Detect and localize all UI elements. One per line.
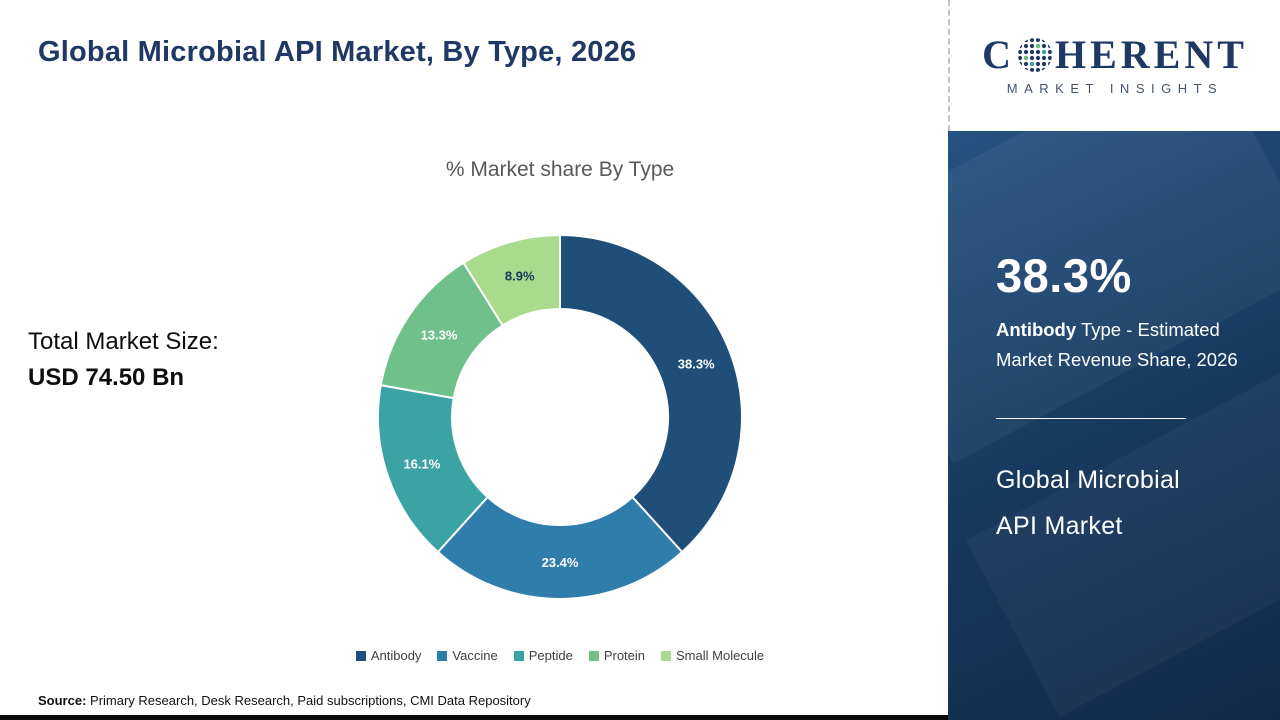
legend-item-protein[interactable]: Protein (588, 648, 646, 663)
legend-swatch (437, 650, 448, 661)
legend-swatch (588, 650, 599, 661)
segment-label-vaccine: 23.4% (542, 555, 579, 570)
legend-item-antibody[interactable]: Antibody (355, 648, 422, 663)
market-name-line2: API Market (996, 512, 1123, 541)
segment-label-small-molecule: 8.9% (505, 269, 535, 284)
source-note: Source: Primary Research, Desk Research,… (38, 693, 531, 708)
legend-item-peptide[interactable]: Peptide (513, 648, 573, 663)
donut-chart: 38.3% 23.4% 16.1% 13.3% 8.9% (377, 233, 743, 600)
market-name: Global Microbial API Market (996, 457, 1240, 550)
panel-divider (996, 418, 1186, 420)
legend-item-small-molecule[interactable]: Small Molecule (661, 648, 764, 663)
logo-globe-icon (1017, 38, 1052, 72)
legend-item-vaccine[interactable]: Vaccine (437, 648, 498, 663)
segment-label-protein: 13.3% (421, 327, 458, 342)
total-market-value: USD 74.50 Bn (28, 364, 185, 391)
bottom-bar (0, 715, 948, 720)
donut-segment-small-molecule[interactable] (462, 233, 561, 327)
chart-legend: Antibody Vaccine Peptide Protein Small Molec… (320, 648, 800, 663)
highlight-description: Antibody Type - Estimated Market Revenue… (996, 315, 1240, 374)
legend-label: Protein (603, 648, 646, 663)
logo-wordmark: C HERENT (982, 35, 1248, 75)
legend-swatch (513, 650, 524, 661)
total-market-size: Total Market Size: USD 74.50 Bn (28, 328, 219, 392)
legend-label: Peptide (528, 648, 573, 663)
legend-swatch (355, 650, 366, 661)
main-area: Global Microbial API Market, By Type, 20… (0, 36, 948, 720)
source-label: Source: (38, 693, 87, 708)
logo-letters-rest: HERENT (1054, 32, 1248, 77)
chart-title: % Market share By Type (445, 158, 675, 181)
panel-content: 38.3% Antibody Type - Estimated Market R… (948, 130, 1280, 550)
segment-label-peptide: 16.1% (403, 456, 440, 471)
highlight-value: 38.3% (996, 249, 1132, 302)
legend-label: Antibody (370, 648, 422, 663)
source-text: Primary Research, Desk Research, Paid su… (86, 693, 531, 708)
donut-segment-vaccine[interactable] (436, 495, 684, 600)
page-title: Global Microbial API Market, By Type, 20… (38, 36, 637, 68)
total-market-label: Total Market Size: (28, 328, 219, 355)
logo-subtext: MARKET INSIGHTS (1006, 81, 1224, 96)
highlight-category: Antibody (996, 319, 1077, 340)
legend-label: Vaccine (452, 648, 498, 663)
legend-label: Small Molecule (676, 648, 765, 663)
donut-segment-antibody[interactable] (559, 233, 743, 554)
market-name-line1: Global Microbial (996, 466, 1181, 495)
segment-label-antibody: 38.3% (678, 357, 715, 372)
highlight-rest: Type - Estimated Market Revenue Share, 2… (996, 319, 1238, 370)
logo-letter-c: C (982, 32, 1015, 77)
logo: C HERENT MARKET INSIGHTS (948, 0, 1280, 131)
legend-swatch (661, 650, 672, 661)
